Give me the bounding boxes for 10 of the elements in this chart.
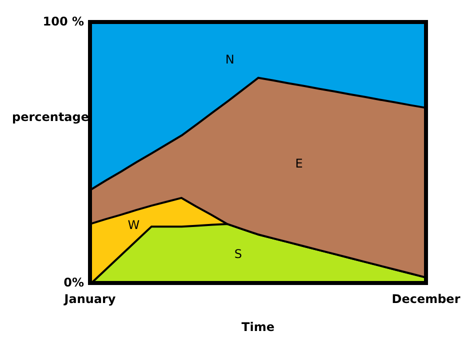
series-label: E xyxy=(295,156,303,170)
series-label: S xyxy=(234,247,242,262)
x-tick-label: December xyxy=(392,292,460,306)
y-tick-label: 100 % xyxy=(42,14,84,28)
series-label: W xyxy=(128,218,140,232)
series-label: N xyxy=(225,52,234,67)
y-tick-label: 0% xyxy=(64,275,84,290)
x-axis-title: Time xyxy=(242,320,274,334)
x-tick-label: January xyxy=(63,292,116,306)
y-axis-title: percentage xyxy=(12,110,90,124)
